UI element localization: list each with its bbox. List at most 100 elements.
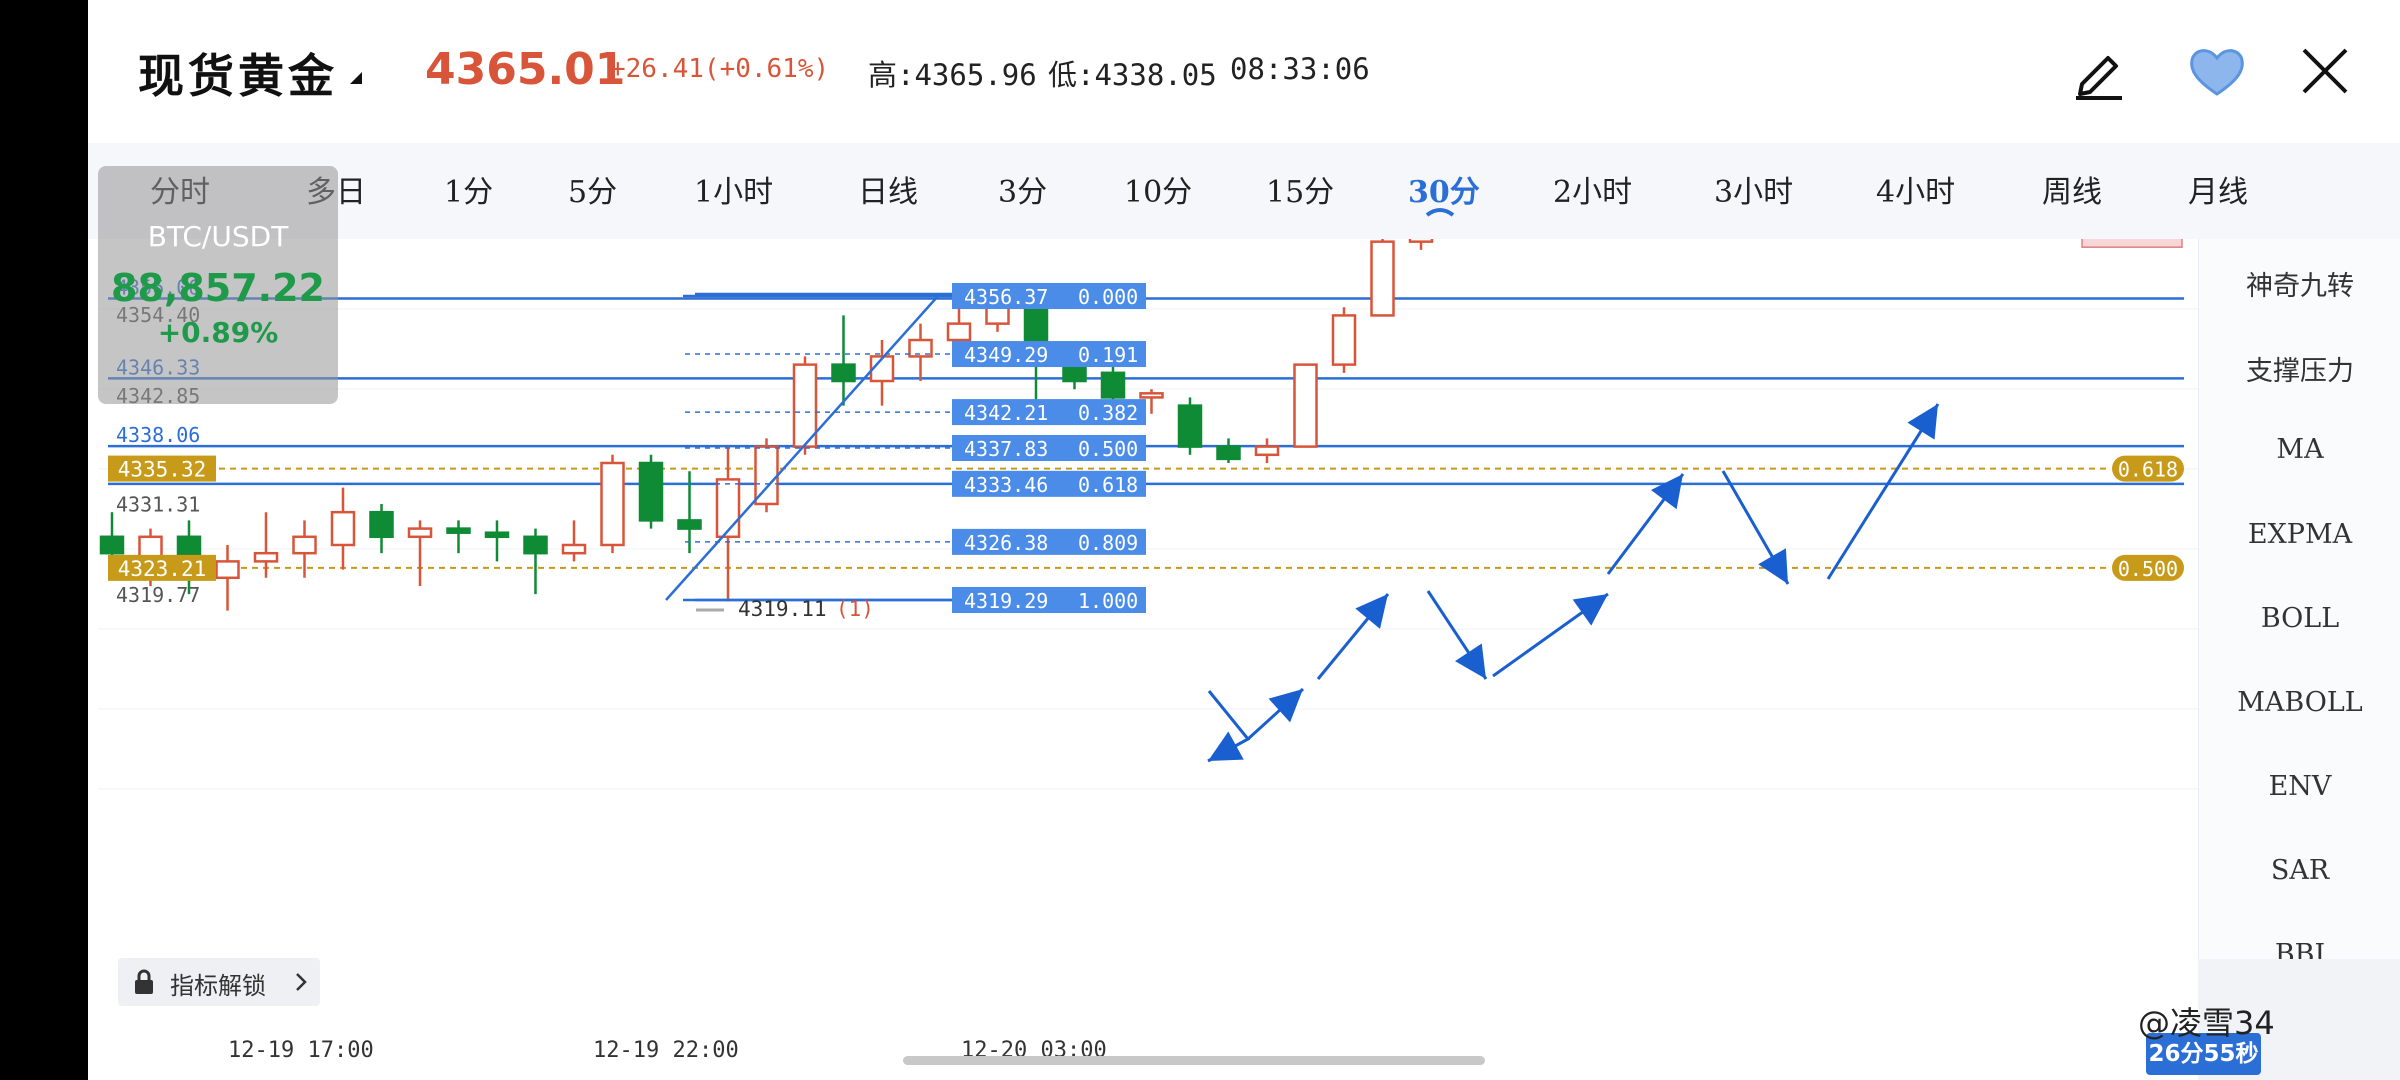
projection-arrowhead [1208, 731, 1244, 761]
candle-body [446, 527, 471, 534]
unlock-label: 指标解锁 [170, 972, 266, 1000]
indicator-env[interactable]: ENV [2268, 771, 2332, 802]
low-marker-price: 4319.11 [738, 597, 827, 621]
gold-level-ratio-tag [2112, 455, 2184, 482]
gold-level-price: 4335.32 [118, 458, 207, 482]
tab-1min[interactable]: 1分 [444, 175, 494, 210]
gold-level-tag [108, 455, 216, 482]
indicator-expma[interactable]: EXPMA [2247, 519, 2353, 550]
candle-body [330, 510, 356, 547]
fib-ratio: 0.809 [1078, 531, 1138, 555]
candle-body [715, 478, 741, 539]
low-marker-count: (1) [836, 597, 874, 621]
x-axis-label: 12-19 22:00 [593, 1038, 739, 1063]
bar-countdown: 26分55秒 [2146, 1033, 2261, 1075]
candle-body [1293, 363, 1318, 448]
indicator-maboll[interactable]: MABOLL [2237, 687, 2363, 718]
candle-body [369, 510, 394, 539]
tab-1hour[interactable]: 1小时 [694, 175, 774, 210]
unlock-indicators-button[interactable]: 指标解锁 [118, 958, 320, 1006]
fib-price: 4326.38 [964, 531, 1048, 555]
tab-3hour[interactable]: 3小时 [1714, 175, 1794, 210]
quote-time: 08:33:06 [1230, 52, 1370, 86]
price-change: +26.41(+0.61%) [610, 54, 830, 84]
candle-body [523, 535, 548, 555]
gold-level-ratio-tag [2112, 554, 2184, 581]
tab-daily[interactable]: 日线 [858, 175, 918, 210]
candle-body [831, 363, 856, 383]
candle-body [908, 338, 933, 358]
tab-3min[interactable]: 3分 [998, 175, 1048, 210]
projection-arrowhead [1268, 689, 1303, 723]
tab-15min[interactable]: 15分 [1266, 175, 1335, 210]
y-axis-label: 4319.77 [116, 583, 200, 607]
fib-price: 4342.21 [964, 401, 1048, 425]
fib-trend-line [665, 295, 939, 601]
instrument-dropdown-icon[interactable] [350, 72, 362, 84]
candle-body [946, 322, 972, 342]
gold-level-tag [108, 554, 216, 581]
chart-scrollbar[interactable] [903, 1056, 1485, 1065]
instrument-title[interactable]: 现货黄金 [138, 49, 338, 103]
price-markers: 4335.320.6184323.210.5004365.94(19)4319.… [108, 239, 2184, 621]
candle-body [561, 543, 587, 555]
fibonacci-levels: 4356.37 0.000 4349.29 0.191 4342.21 0.382 4337… [665, 283, 1146, 613]
indicator-shenqi-jiuzhuan[interactable]: 神奇九转 [2246, 271, 2354, 302]
favorite-heart-icon[interactable] [2186, 40, 2248, 102]
tab-30min[interactable]: 30分 [1408, 175, 1480, 210]
indicator-sar[interactable]: SAR [2270, 855, 2330, 886]
indicator-boll[interactable]: BOLL [2260, 603, 2340, 634]
y-axis-label: 4331.31 [116, 492, 200, 516]
projection-arrowhead [1572, 594, 1608, 626]
y-axis-label: 4338.06 [116, 423, 200, 447]
indicator-ma[interactable]: MA [2276, 434, 2324, 465]
gold-level-price: 4323.21 [118, 557, 207, 581]
fib-ratio: 0.500 [1078, 437, 1138, 461]
candle-body [677, 519, 702, 530]
gold-level-ratio: 0.500 [2118, 557, 2178, 581]
candle-body [484, 531, 510, 539]
candle-body [1331, 314, 1357, 366]
floating-ticker[interactable]: BTC/USDT 88,857.22 +0.89% [98, 166, 338, 404]
candle-body [869, 355, 895, 383]
indicator-bbi[interactable]: BBI [2274, 939, 2326, 959]
candle-body [99, 535, 125, 555]
fib-tag [952, 587, 1146, 613]
candle-body [1254, 445, 1280, 457]
tab-4hour[interactable]: 4小时 [1876, 175, 1956, 210]
last-price: 4365.01 [425, 44, 626, 95]
indicator-support-resistance[interactable]: 支撑压力 [2246, 356, 2354, 387]
projection-arrowhead [1907, 404, 1938, 440]
tab-weekly[interactable]: 周线 [2042, 175, 2102, 210]
chevron-right-icon [296, 973, 307, 991]
fib-ratio: 0.618 [1078, 473, 1138, 497]
day-low: 低:4338.05 [1048, 58, 1217, 92]
ticker-change: +0.89% [157, 316, 279, 349]
fib-tag [952, 341, 1146, 368]
current-price-tag [2081, 239, 2183, 248]
candle-body [638, 461, 664, 522]
candles [99, 239, 1434, 611]
candlestick-chart[interactable]: 4371.644363.944356.064354.404346.334342.… [88, 239, 2198, 1080]
edit-icon[interactable] [2068, 40, 2130, 102]
x-axis-label: 12-19 17:00 [228, 1038, 374, 1063]
candle-body [1408, 239, 1434, 243]
projection-arrowhead [1758, 548, 1788, 584]
tab-2hour[interactable]: 2小时 [1553, 175, 1633, 210]
fib-tag [952, 399, 1146, 426]
projection-arrow [1826, 403, 1940, 580]
fib-ratio: 0.382 [1078, 401, 1138, 425]
candle-body [1139, 392, 1164, 399]
fib-tag [952, 283, 1146, 309]
header: 现货黄金 4365.01 +26.41(+0.61%) 高:4365.96 低:… [88, 0, 2400, 143]
fib-tag [952, 528, 1146, 555]
candle-body [215, 560, 240, 580]
fib-ratio: 0.191 [1078, 343, 1138, 367]
close-icon[interactable] [2294, 40, 2356, 102]
tab-10min[interactable]: 10分 [1124, 175, 1193, 210]
tab-5min[interactable]: 5分 [568, 175, 618, 210]
fib-price: 4319.29 [964, 589, 1048, 613]
candle-body [1177, 404, 1203, 448]
tab-monthly[interactable]: 月线 [2188, 175, 2248, 210]
fib-tag [952, 470, 1146, 497]
